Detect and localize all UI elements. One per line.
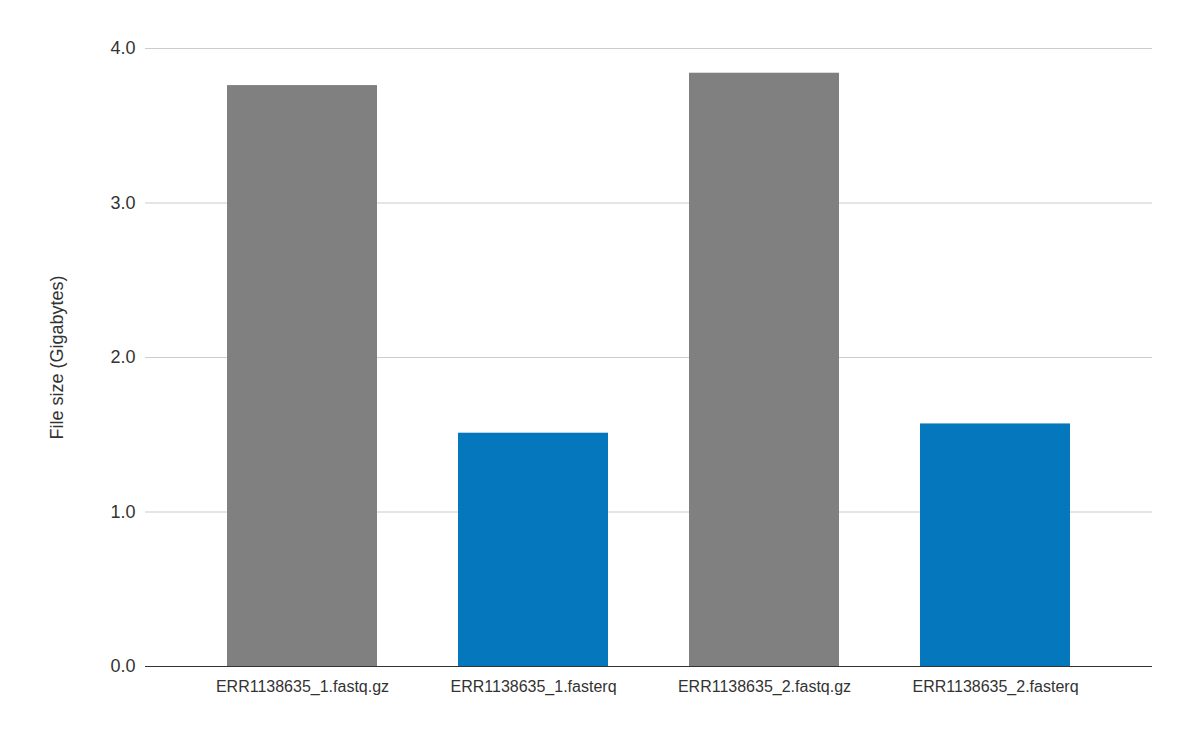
svg-text:File size (Gigabytes): File size (Gigabytes) [47, 275, 67, 439]
svg-text:2.0: 2.0 [110, 347, 135, 367]
svg-text:4.0: 4.0 [110, 38, 135, 58]
svg-text:1.0: 1.0 [110, 502, 135, 522]
svg-text:0.0: 0.0 [110, 656, 135, 676]
svg-text:ERR1138635_1.fasterq: ERR1138635_1.fasterq [450, 678, 616, 696]
svg-text:ERR1138635_2.fastq.gz: ERR1138635_2.fastq.gz [678, 678, 851, 696]
svg-text:3.0: 3.0 [110, 193, 135, 213]
svg-text:ERR1138635_1.fastq.gz: ERR1138635_1.fastq.gz [216, 678, 389, 696]
svg-text:ERR1138635_2.fasterq: ERR1138635_2.fasterq [912, 678, 1078, 696]
